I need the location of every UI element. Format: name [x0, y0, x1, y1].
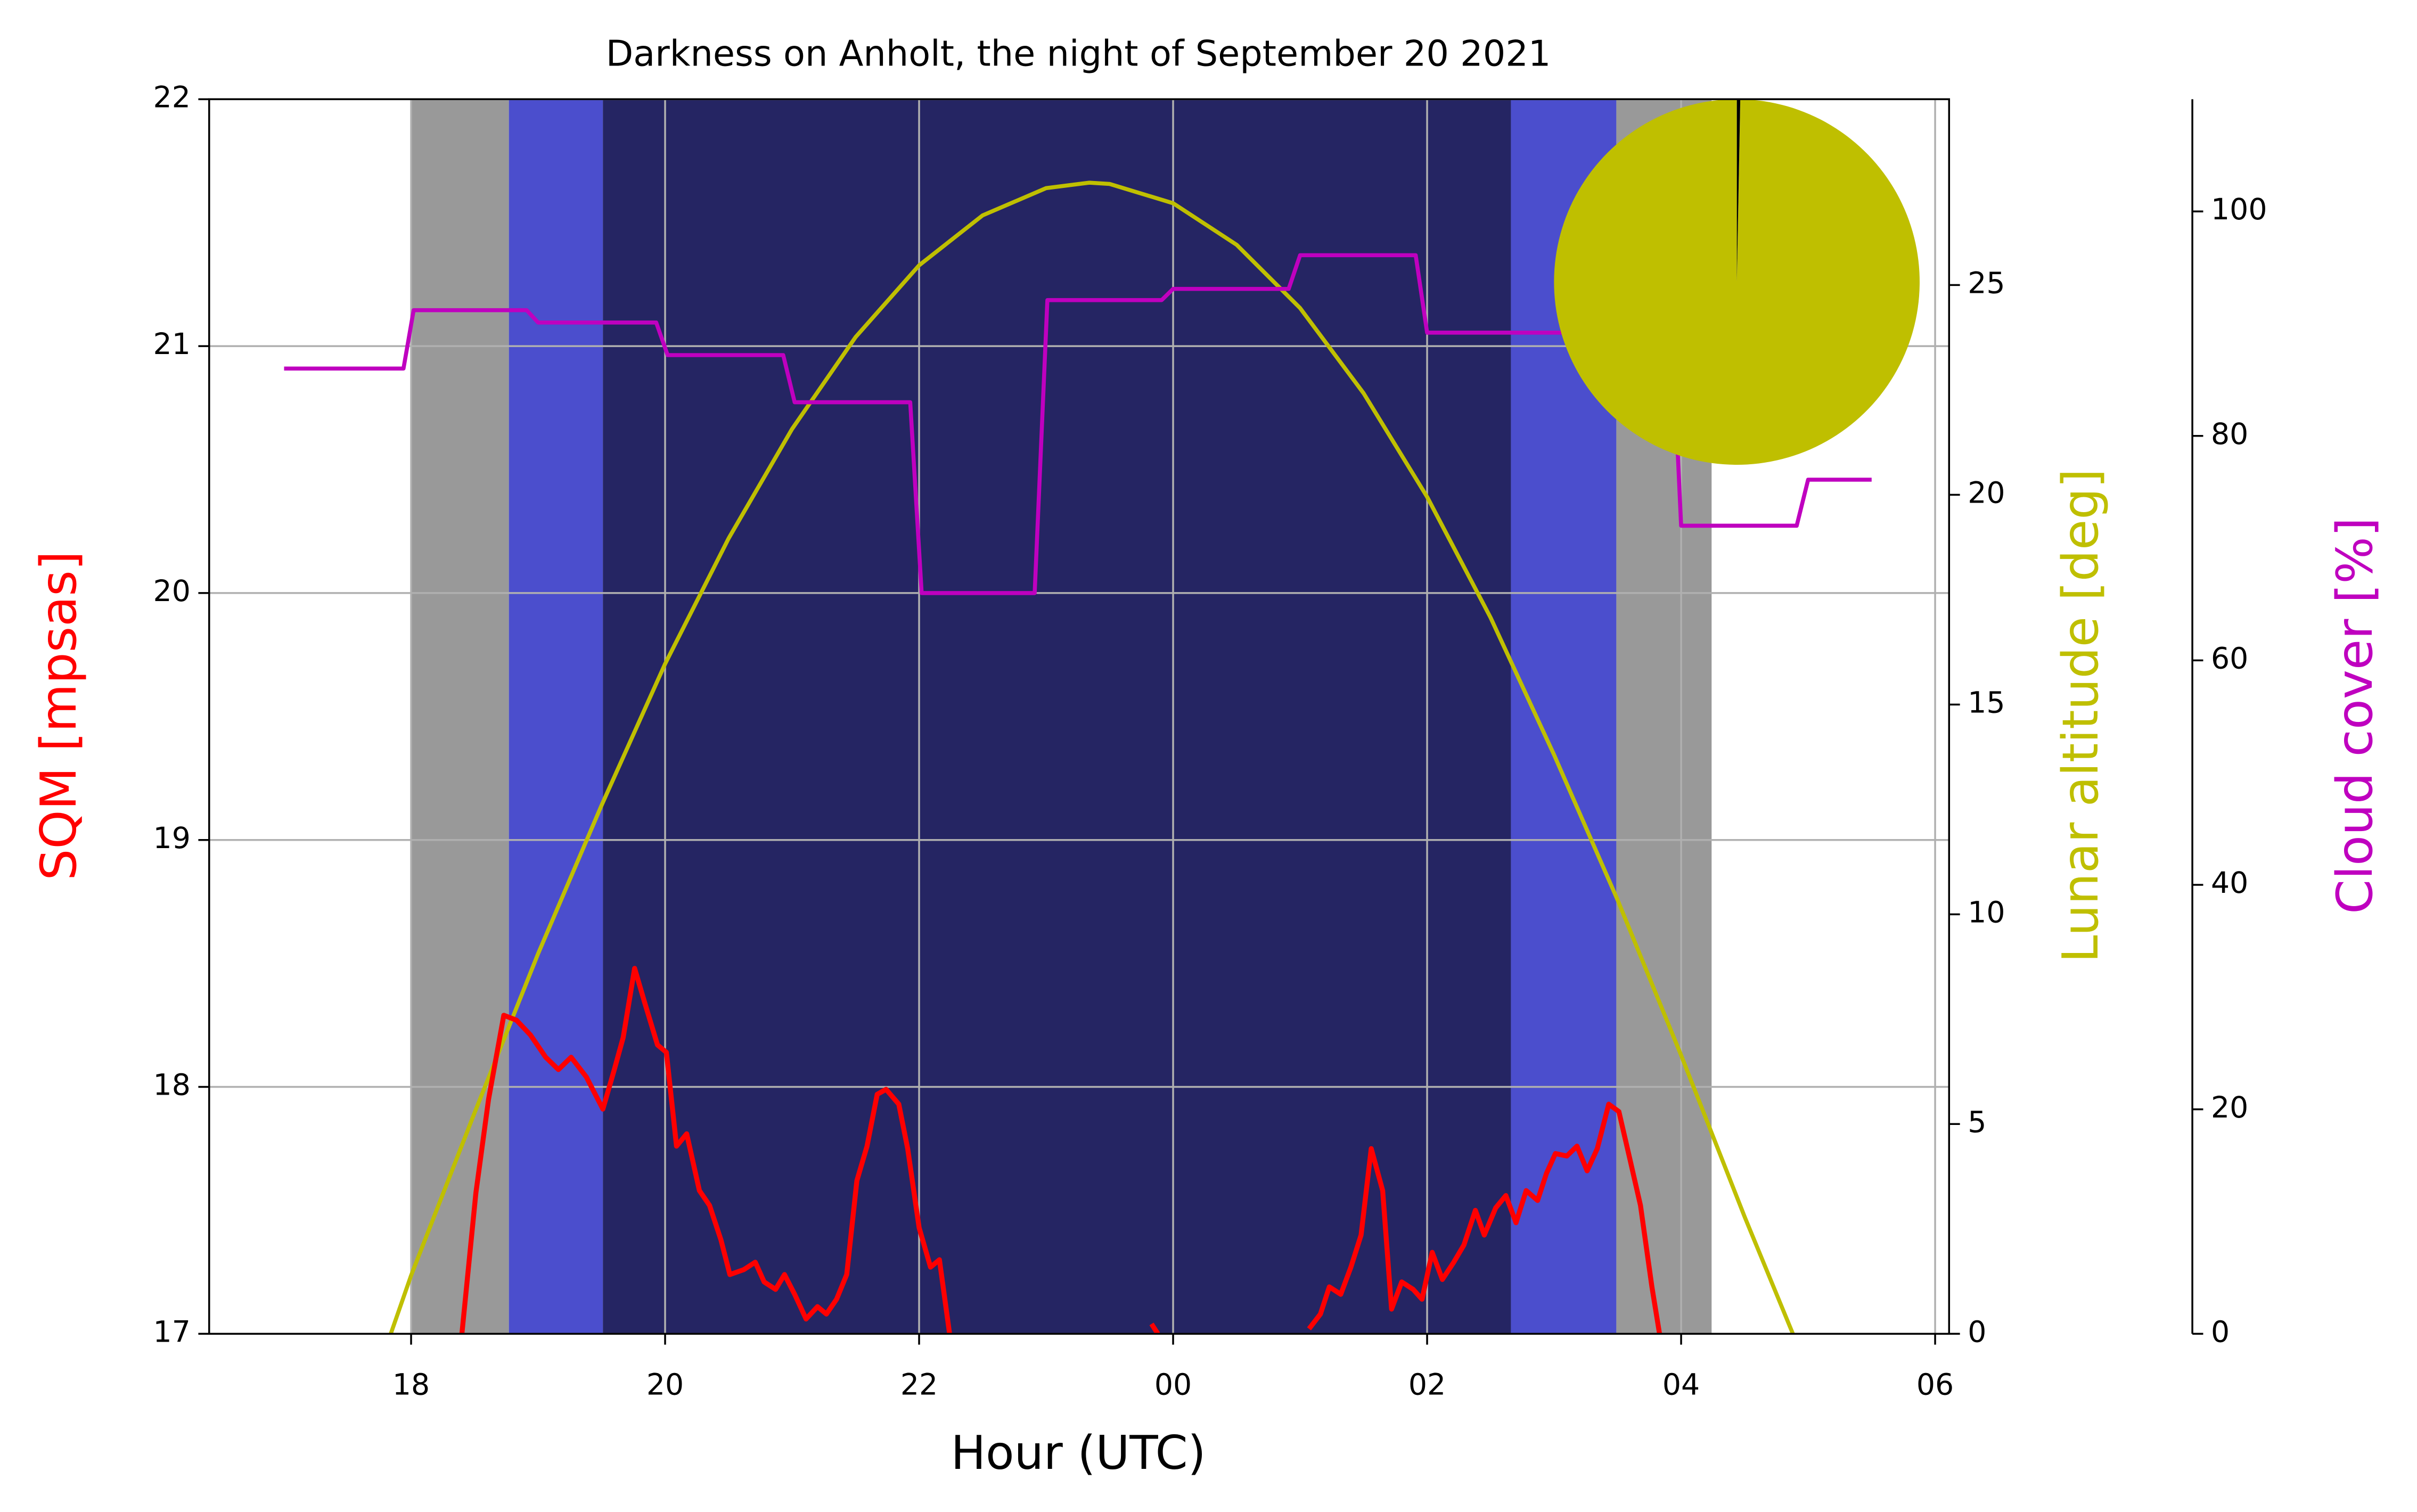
x-tick-label: 02 [1408, 1368, 1446, 1402]
y-tick-label: 20 [153, 574, 191, 609]
y2-axis-label: Lunar altitude [deg] [2052, 469, 2109, 963]
y2-tick-label: 25 [1968, 267, 2005, 301]
y3-tick-label: 0 [2211, 1315, 2230, 1349]
y3-tick-label: 80 [2211, 417, 2248, 451]
x-axis-label: Hour (UTC) [951, 1426, 1206, 1480]
twilight-band [509, 99, 603, 1334]
twilight-band [411, 99, 509, 1334]
series-line [459, 966, 1662, 1334]
series-line [389, 180, 1795, 1334]
y3-tick-label: 40 [2211, 866, 2248, 900]
y-tick-label: 18 [153, 1069, 191, 1103]
y2-tick-label: 10 [1968, 895, 2005, 930]
y2-tick-label: 5 [1968, 1105, 1986, 1139]
x-tick-label: 00 [1154, 1368, 1192, 1402]
y-tick-label: 17 [153, 1315, 191, 1349]
twilight-band [603, 99, 1511, 1334]
y2-tick-label: 15 [1968, 686, 2005, 720]
moon-phase-slice [1736, 99, 1741, 282]
y-tick-label: 21 [153, 327, 191, 361]
y3-tick-label: 100 [2211, 193, 2267, 227]
x-tick-label: 06 [1916, 1368, 1954, 1402]
chart-title: Darkness on Anholt, the night of Septemb… [606, 32, 1551, 74]
y3-tick-label: 60 [2211, 642, 2248, 676]
y-tick-label: 22 [153, 80, 191, 114]
y-axis-label: SQM [mpsas] [30, 551, 87, 881]
y-tick-label: 19 [153, 821, 191, 856]
moon-phase-slice [1554, 99, 1920, 465]
x-tick-label: 22 [900, 1368, 938, 1402]
plot-frame [208, 98, 1951, 1335]
y3-tick-label: 20 [2211, 1091, 2248, 1125]
y2-tick-label: 20 [1968, 476, 2005, 510]
x-tick-label: 18 [392, 1368, 430, 1402]
plot-area [209, 99, 1949, 1334]
x-tick-label: 20 [646, 1368, 684, 1402]
y2-tick-label: 0 [1968, 1315, 1986, 1349]
y3-axis-label: Cloud cover [%] [2326, 517, 2383, 914]
x-tick-label: 04 [1662, 1368, 1700, 1402]
